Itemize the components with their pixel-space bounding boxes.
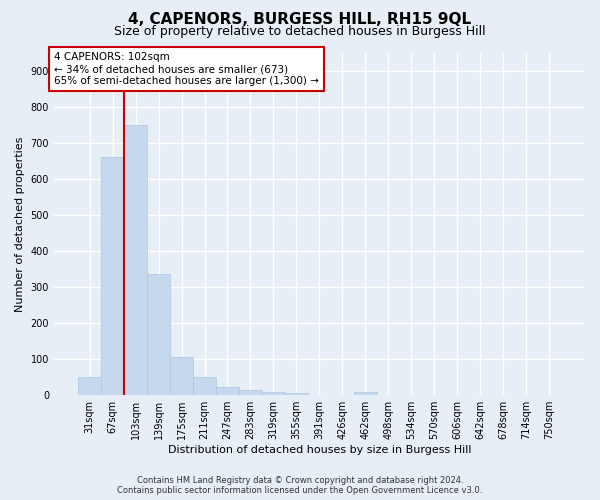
Bar [262,392,285,395]
Bar [285,392,308,395]
Bar [124,124,147,395]
X-axis label: Distribution of detached houses by size in Burgess Hill: Distribution of detached houses by size … [168,445,471,455]
Bar [216,387,239,395]
Bar [101,157,124,395]
Text: 4 CAPENORS: 102sqm
← 34% of detached houses are smaller (673)
65% of semi-detach: 4 CAPENORS: 102sqm ← 34% of detached hou… [54,52,319,86]
Bar [78,377,101,395]
Bar [170,356,193,395]
Bar [354,392,377,395]
Text: Size of property relative to detached houses in Burgess Hill: Size of property relative to detached ho… [114,25,486,38]
Text: 4, CAPENORS, BURGESS HILL, RH15 9QL: 4, CAPENORS, BURGESS HILL, RH15 9QL [128,12,472,28]
Bar [147,274,170,395]
Bar [193,377,216,395]
Y-axis label: Number of detached properties: Number of detached properties [15,136,25,312]
Text: Contains HM Land Registry data © Crown copyright and database right 2024.
Contai: Contains HM Land Registry data © Crown c… [118,476,482,495]
Bar [239,390,262,395]
